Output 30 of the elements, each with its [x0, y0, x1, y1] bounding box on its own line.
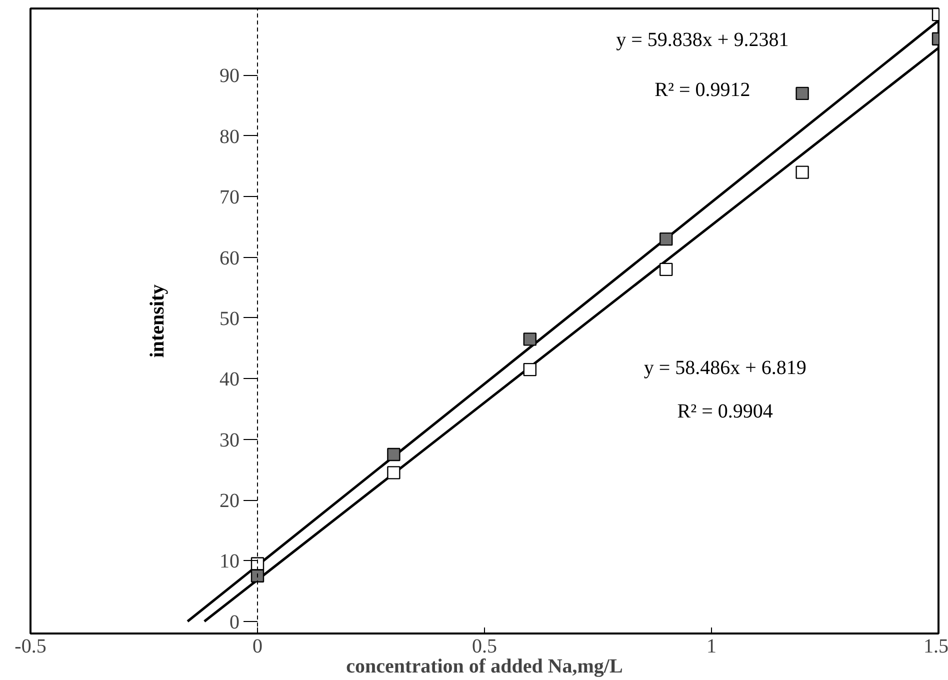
x-axis-title: concentration of added Na,mg/L: [346, 656, 623, 678]
y-tick-label: 10: [220, 550, 240, 573]
point: [387, 466, 400, 480]
x-tick-label: -0.5: [14, 636, 46, 658]
point: [523, 332, 536, 346]
x-tick-label: 1.5: [924, 636, 948, 658]
point: [796, 86, 809, 100]
annotation: y = 58.486x + 6.819: [644, 356, 806, 379]
point: [250, 569, 264, 582]
y-axis-title: intensity: [146, 284, 169, 358]
point: [523, 362, 536, 376]
annotation: R² = 0.9904: [677, 400, 773, 423]
x-tick-label: 0: [252, 636, 262, 658]
point: [387, 448, 400, 462]
x-tick-label: 1: [706, 636, 716, 658]
y-tick-label: 0: [230, 611, 240, 634]
x-tick-label: 0.5: [472, 636, 497, 658]
annotation: R² = 0.9912: [654, 78, 750, 101]
y-tick-label: 60: [220, 247, 240, 270]
y-tick-label: 30: [220, 429, 240, 452]
y-tick-label: 90: [220, 65, 240, 88]
point: [660, 232, 673, 246]
y-tick-label: 40: [220, 368, 240, 391]
y-tick-label: 70: [220, 186, 240, 209]
y-tick-label: 20: [220, 490, 240, 512]
point: [796, 166, 809, 179]
annotation: y = 59.838x + 9.2381: [616, 28, 789, 51]
y-tick-label: 50: [220, 308, 240, 330]
y-tick-label: 80: [220, 126, 240, 148]
point: [660, 262, 673, 276]
